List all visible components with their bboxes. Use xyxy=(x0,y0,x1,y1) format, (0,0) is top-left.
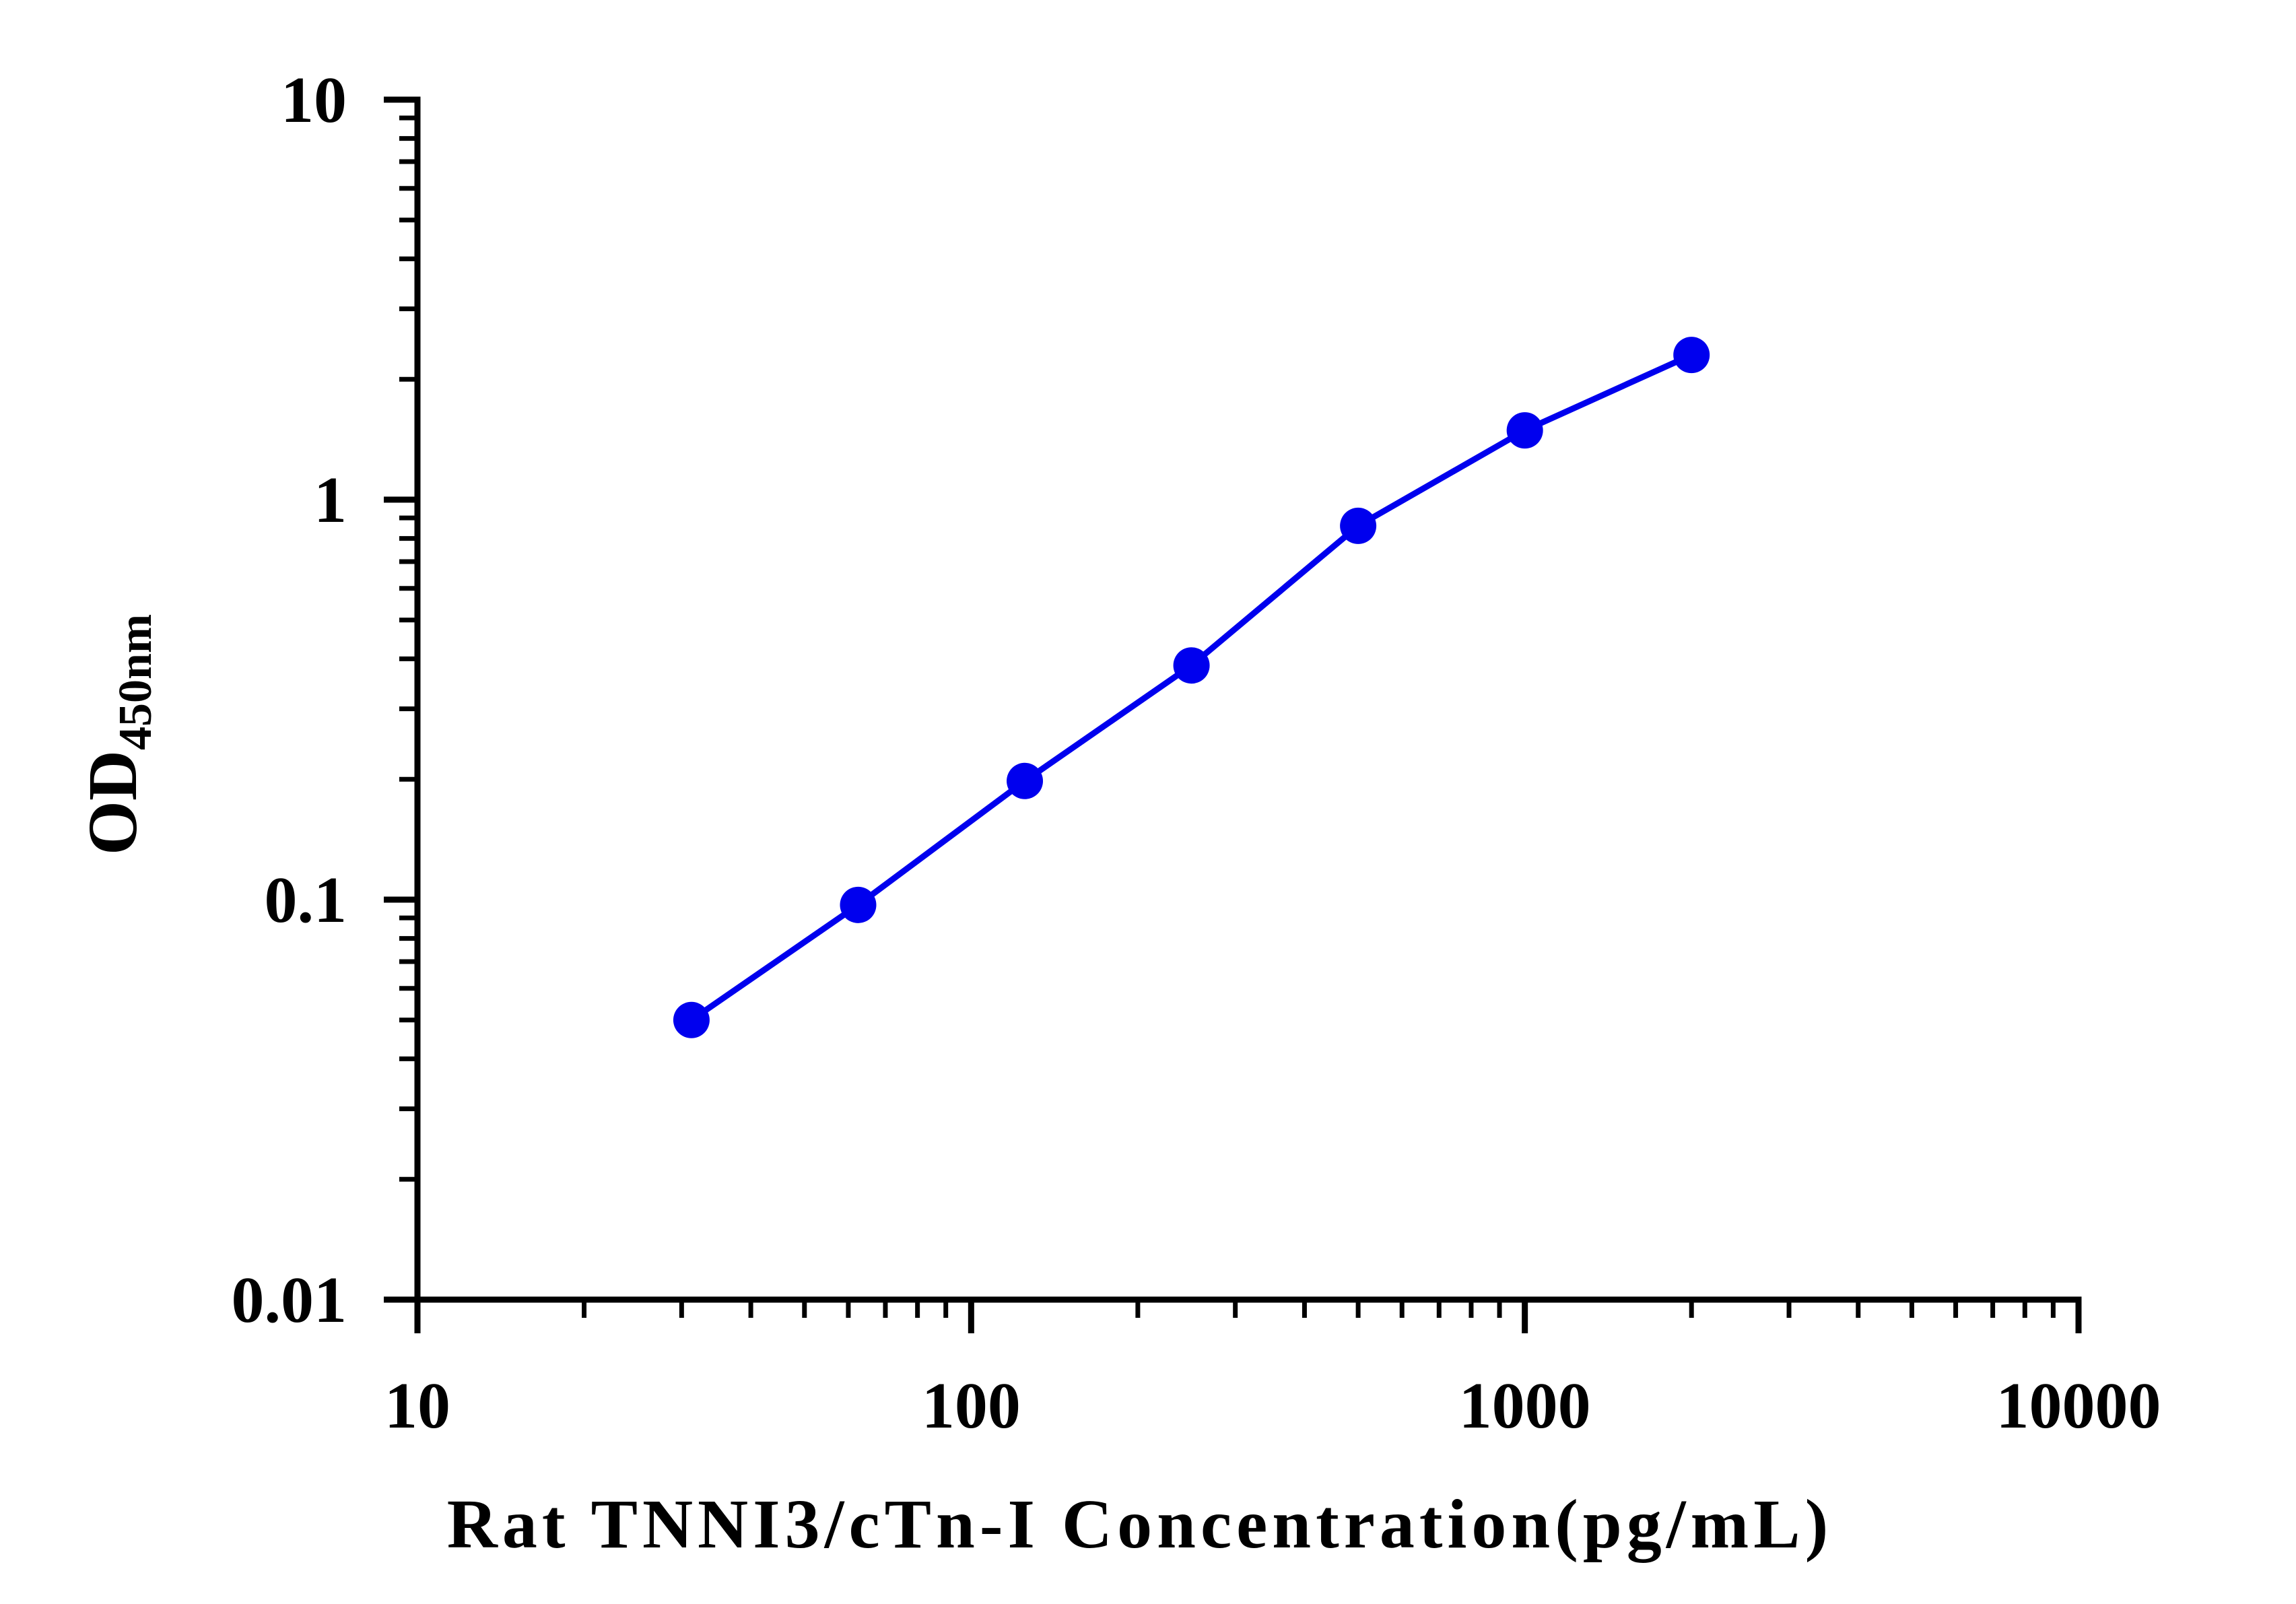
x-tick-label: 10000 xyxy=(1996,1370,2161,1442)
y-tick-label: 0.01 xyxy=(232,1264,347,1337)
series-line xyxy=(689,352,1693,1023)
y-tick-label: 1 xyxy=(314,464,347,537)
data-point xyxy=(1173,647,1210,684)
y-tick-label: 0.1 xyxy=(265,864,347,937)
y-axis-title-subscript: 450nm xyxy=(110,614,162,750)
y-axis-title-main: OD xyxy=(74,750,151,855)
y-axis-title: OD450nm xyxy=(74,614,162,855)
data-point xyxy=(840,886,877,923)
data-point xyxy=(1340,507,1377,544)
data-point xyxy=(673,1001,710,1038)
x-tick-label: 10 xyxy=(384,1370,450,1442)
x-tick-label: 100 xyxy=(922,1370,1021,1442)
x-tick-label: 1000 xyxy=(1459,1370,1591,1442)
x-axis-title: Rat TNNI3/cTn-I Concentration(pg/mL) xyxy=(447,1485,1833,1563)
series xyxy=(673,337,1710,1038)
data-point xyxy=(1506,412,1543,449)
data-point xyxy=(1673,337,1710,374)
y-tick-label: 10 xyxy=(281,64,347,137)
tick-labels: 10 100 1000 10000 0.01 0.1 1 10 xyxy=(232,64,2161,1442)
data-point xyxy=(1007,762,1044,799)
axes xyxy=(384,96,2082,1333)
